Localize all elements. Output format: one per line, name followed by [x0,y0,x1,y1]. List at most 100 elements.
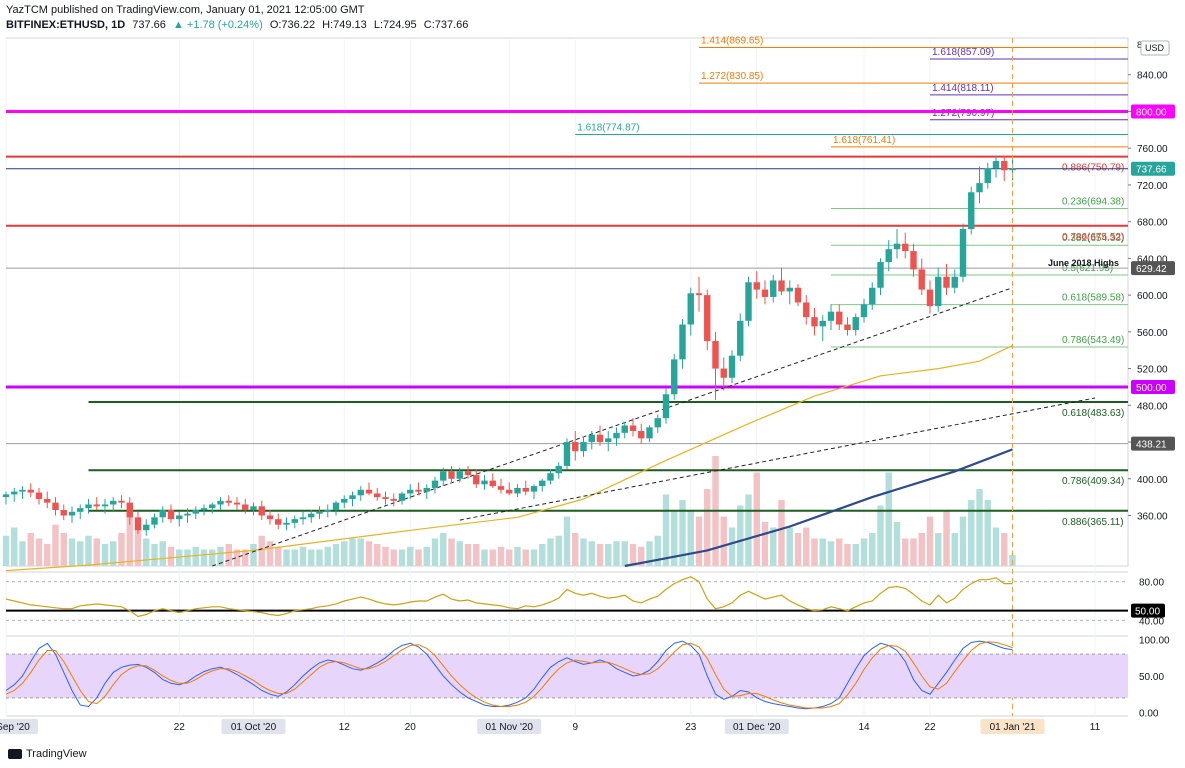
trendline [212,287,1013,567]
candle-body [869,287,876,305]
extension-level-label: 1.272(790.97) [932,108,994,119]
price-tick-label: 400.00 [1137,475,1168,486]
volume-bar [233,549,241,566]
volume-bar [704,489,711,566]
candle-body [778,280,785,292]
volume-bar [423,546,430,566]
volume-bar [332,544,340,566]
volume-bar [291,549,298,566]
candle-body [976,183,983,193]
volume-bar [596,544,604,566]
candle-body [687,293,694,325]
candle-body [992,161,1000,169]
last-price: 737.66 [132,19,166,31]
volume-bar [283,549,290,566]
price-tag [1131,436,1175,451]
time-tick-label: 20 [405,722,417,733]
volume-bar [159,541,166,566]
volume-bar [852,544,859,566]
candle-body [440,471,447,481]
volume-bar [473,544,480,566]
volume-bar [167,546,175,566]
candle-body [555,465,562,474]
candle-body [695,293,703,296]
candle-body [415,489,422,492]
time-tick-label: 14 [858,722,870,733]
volume-bar [918,533,925,566]
volume-bar [877,505,884,566]
price-tag [1131,261,1175,276]
time-tick-label: 22 [174,722,186,733]
volume-bar [613,541,620,566]
candle-body [506,489,513,494]
price-tick-label: 480.00 [1137,401,1168,412]
candle-body [761,289,769,297]
candle-body [720,368,727,378]
candle-body [118,500,125,503]
publisher-line: YazTCM published on TradingView.com, Jan… [6,4,365,16]
candle-body [572,442,579,452]
candle-body [217,500,224,505]
volume-bar [324,546,331,566]
candle-body [489,480,496,487]
volume-bar [910,538,917,566]
candle-body [225,500,232,503]
low-value: L:724.95 [373,19,417,31]
volume-bar [761,522,769,566]
volume-bar [299,546,307,566]
volume-bar [654,535,661,566]
price-tick-label: 720.00 [1137,181,1168,192]
volume-bar [794,533,802,566]
time-tick-label: 11 [1090,722,1101,733]
symbol-name[interactable]: BITFINEX:ETHUSD, 1D [6,19,126,31]
volume-bar [662,494,670,566]
price-tick-label: 640.00 [1137,254,1168,265]
rsi-tag [1131,603,1165,618]
candle-body [93,504,100,507]
volume-bar [935,533,942,566]
time-label-box [221,719,286,734]
candle-body [266,515,274,520]
volume-bar [2,535,10,566]
candle-body [250,506,257,510]
candle-body [464,471,472,476]
candle-body [646,427,653,439]
time-tick-label: 12 [339,722,351,733]
candle-body [134,517,142,531]
candle-body [811,317,818,327]
candle-body [110,500,117,505]
extension-level-label: 1.618(774.87) [577,123,639,134]
candle-body [159,509,166,518]
candle-body [580,442,587,452]
candle-body [522,487,529,492]
candle-body [11,491,18,495]
candle-body [341,498,348,503]
price-tick-label: 760.00 [1137,144,1168,155]
volume-bar [621,541,628,566]
candle-body [2,494,10,498]
candle-body [638,431,645,439]
candle-body [588,434,595,443]
retracement-level-label: 0.618(589.58) [1062,293,1124,304]
volume-bar [728,527,736,566]
volume-bar [143,538,150,566]
candle-body [200,508,208,510]
price-change: ▲ +1.78 (+0.24%) [172,19,263,31]
close-value: C:737.66 [423,19,469,31]
price-tick-label: 680.00 [1137,218,1168,229]
candle-body [629,425,637,432]
candle-body [233,502,241,505]
extension-level-label: 1.414(818.11) [932,83,994,94]
volume-bar [893,522,901,566]
extension-level-label: 1.618(857.09) [932,47,994,58]
volume-bar [27,533,34,566]
volume-bar [885,472,892,566]
volume-bar [555,535,562,566]
candle-body [101,504,109,507]
tradingview-logo-icon [8,749,22,759]
candle-body [44,498,51,503]
volume-bar [77,541,84,566]
candle-body [803,302,810,318]
volume-bar [192,546,199,566]
